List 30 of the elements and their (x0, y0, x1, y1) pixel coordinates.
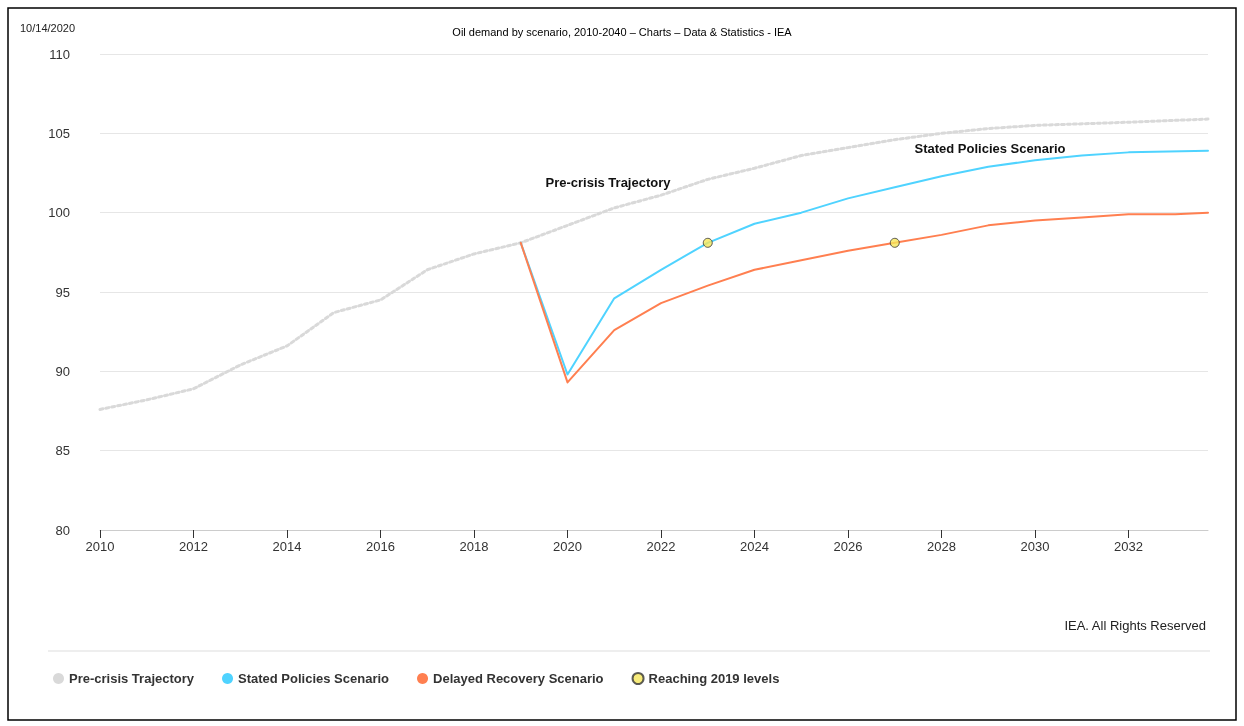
x-tick-label: 2020 (553, 539, 582, 554)
legend-label: Reaching 2019 levels (648, 671, 780, 686)
x-tick-label: 2018 (459, 539, 489, 554)
legend-label: Delayed Recovery Scenario (433, 671, 604, 686)
x-tick-label: 2024 (740, 539, 769, 554)
line-series (98, 117, 1210, 411)
x-tick-label: 2010 (85, 539, 115, 554)
legend-label: Stated Policies Scenario (238, 671, 390, 686)
y-tick-label: 80 (55, 522, 70, 538)
x-tick-label: 2030 (1020, 539, 1050, 554)
line-series (519, 211, 1209, 384)
y-tick-label: 105 (48, 125, 70, 141)
chart-title: Oil demand by scenario, 2010-2040 – Charts – Data & Statistics - IEA (452, 25, 793, 38)
annotation: Stated Policies Scenario (914, 140, 1066, 156)
text: 10/14/2020 (20, 22, 76, 34)
x-tick-label: 2012 (179, 539, 208, 554)
x-tick-label: 2022 (646, 539, 676, 554)
y-tick-label: 110 (49, 46, 70, 62)
text: IEA. All Rights Reserved (1064, 617, 1206, 633)
x-tick-label: 2016 (366, 539, 395, 554)
x-tick-label: 2014 (272, 539, 302, 554)
y-tick-label: 95 (55, 284, 70, 300)
y-tick-label: 100 (48, 205, 70, 221)
legend-label: Pre-crisis Trajectory (69, 671, 195, 686)
y-tick-label: 85 (55, 443, 70, 459)
x-tick-label: 2026 (833, 539, 863, 554)
y-tick-label: 90 (55, 363, 70, 379)
x-tick-label: 2028 (927, 539, 956, 554)
x-tick-label: 2032 (1114, 539, 1143, 554)
annotation: Pre-crisis Trajectory (545, 174, 672, 190)
